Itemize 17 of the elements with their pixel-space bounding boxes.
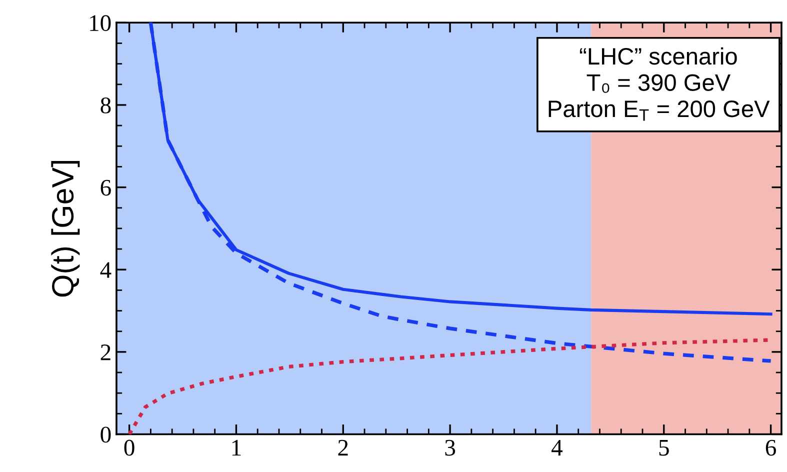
annotation: T₀ = 390 GeV bbox=[586, 74, 731, 93]
annotation: “LHC” scenario bbox=[580, 47, 737, 65]
x-tick-label: 6 bbox=[766, 440, 776, 456]
x-tick-label: 1 bbox=[232, 440, 241, 456]
x-tick-label: 0 bbox=[124, 440, 134, 456]
y-tick-label: 0 bbox=[100, 426, 111, 443]
y-tick-label: 2 bbox=[100, 344, 110, 360]
annotation: Parton E$_{T}$ = 200 GeV bbox=[548, 100, 770, 121]
x-tick-label: 5 bbox=[659, 440, 669, 456]
x-tick-label: 2 bbox=[338, 440, 348, 456]
x-tick-label: 3 bbox=[445, 440, 456, 456]
y-tick-label: 8 bbox=[100, 97, 111, 114]
y-tick-label: 6 bbox=[100, 180, 111, 196]
y-axis-title: Q(t) [GeV] bbox=[51, 161, 80, 297]
y-tick-label: 4 bbox=[100, 262, 112, 278]
x-tick-label: 4 bbox=[552, 440, 562, 456]
y-tick-label: 10 bbox=[90, 15, 111, 32]
